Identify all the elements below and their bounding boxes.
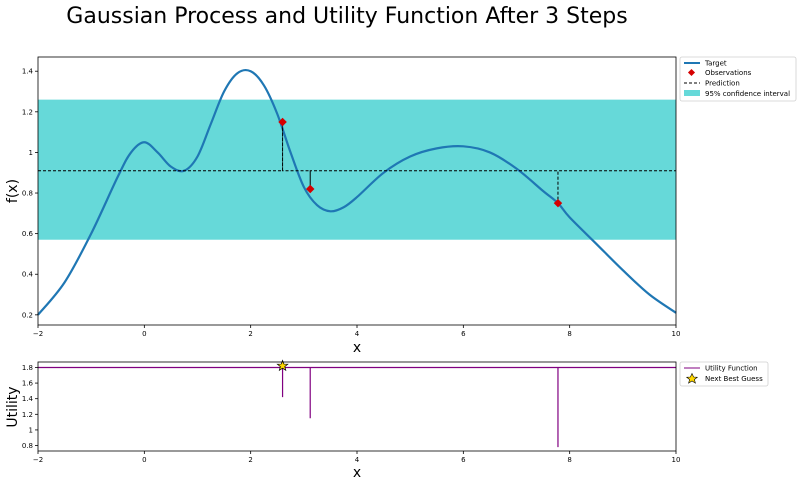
observation-point [305, 184, 315, 194]
chart-title: Gaussian Process and Utility Function Af… [66, 4, 627, 29]
legend-confidence-swatch [684, 90, 700, 96]
utility-x-ticks: −2 0 2 4 6 8 10 [33, 451, 681, 464]
utility-layer [38, 366, 676, 448]
utility-x-tick-label: −2 [33, 456, 43, 464]
gp-y-tick-label: 0.8 [22, 190, 33, 198]
gp-x-tick-label: −2 [33, 330, 43, 338]
legend-observations-label: Observations [705, 69, 752, 77]
target-line [37, 68, 677, 316]
gp-y-tick-label: 1 [29, 149, 33, 157]
gp-x-ticks: −2 0 2 4 6 8 10 [33, 325, 681, 338]
gp-y-ticks: 0.2 0.4 0.6 0.8 1 1.2 1.4 [22, 68, 38, 319]
confidence-interval-layer [38, 99, 676, 240]
utility-x-tick-label: 8 [567, 456, 571, 464]
gp-x-tick-label: 0 [142, 330, 146, 338]
legend-confidence-label: 95% confidence interval [705, 90, 790, 98]
utility-x-tick-label: 6 [461, 456, 466, 464]
utility-x-axis-label: x [353, 465, 361, 481]
utility-plot-frame [37, 361, 677, 452]
utility-legend: Utility Function Next Best Guess [679, 361, 769, 387]
legend-utility-label: Utility Function [705, 365, 758, 373]
gp-y-axis-label: f(x) [5, 179, 21, 203]
utility-y-axis-label: Utility [5, 386, 21, 427]
utility-y-ticks: 0.8 1 1.2 1.4 1.6 1.8 [22, 364, 38, 450]
utility-legend-box [679, 361, 769, 387]
legend-next-best-guess-label: Next Best Guess [705, 375, 763, 383]
utility-x-tick-label: 2 [248, 456, 252, 464]
gp-y-tick-label: 0.2 [22, 311, 33, 319]
gp-x-tick-label: 8 [567, 330, 571, 338]
utility-plot: −2 0 2 4 6 8 10 0.8 1 1.2 1.4 1.6 1.8 x Utility Uti… [5, 359, 769, 481]
utility-x-tick-label: 4 [355, 456, 360, 464]
gp-x-tick-label: 6 [461, 330, 466, 338]
gp-y-tick-label: 1.4 [22, 68, 34, 76]
gp-y-tick-label: 0.4 [22, 271, 34, 279]
legend-next-best-guess-swatch [685, 372, 699, 384]
confidence-interval-band [38, 99, 676, 240]
utility-y-tick-label: 1.2 [22, 411, 33, 419]
gp-legend-box [679, 56, 797, 102]
utility-x-tick-label: 0 [142, 456, 146, 464]
legend-observations-swatch [687, 68, 696, 77]
target-layer [37, 68, 677, 316]
gp-x-axis-label: x [353, 340, 361, 356]
utility-x-tick-label: 10 [672, 456, 681, 464]
next-best-guess-star [276, 359, 289, 372]
utility-y-tick-label: 1.8 [22, 364, 33, 372]
gp-plot: −2 0 2 4 6 8 10 0.2 0.4 0.6 0.8 1 1.2 1.4 x f(x) Tar… [5, 56, 797, 356]
gp-x-tick-label: 4 [355, 330, 360, 338]
gp-legend: Target Observations Prediction 95% confi… [679, 56, 797, 102]
prediction-layer [38, 121, 676, 204]
observation-point [278, 117, 287, 127]
legend-target-label: Target [704, 60, 727, 68]
gp-y-tick-label: 1.2 [22, 108, 33, 116]
utility-y-tick-label: 1 [29, 426, 33, 434]
gp-y-tick-label: 0.6 [22, 230, 34, 238]
gp-x-tick-label: 2 [248, 330, 252, 338]
utility-y-tick-label: 1.4 [22, 395, 34, 403]
gp-x-tick-label: 10 [672, 330, 681, 338]
prediction-line [38, 121, 676, 204]
next-best-guess-layer [276, 359, 289, 372]
utility-y-tick-label: 1.6 [22, 380, 34, 388]
utility-y-tick-label: 0.8 [22, 442, 33, 450]
legend-prediction-label: Prediction [705, 80, 740, 88]
utility-line [38, 366, 676, 448]
